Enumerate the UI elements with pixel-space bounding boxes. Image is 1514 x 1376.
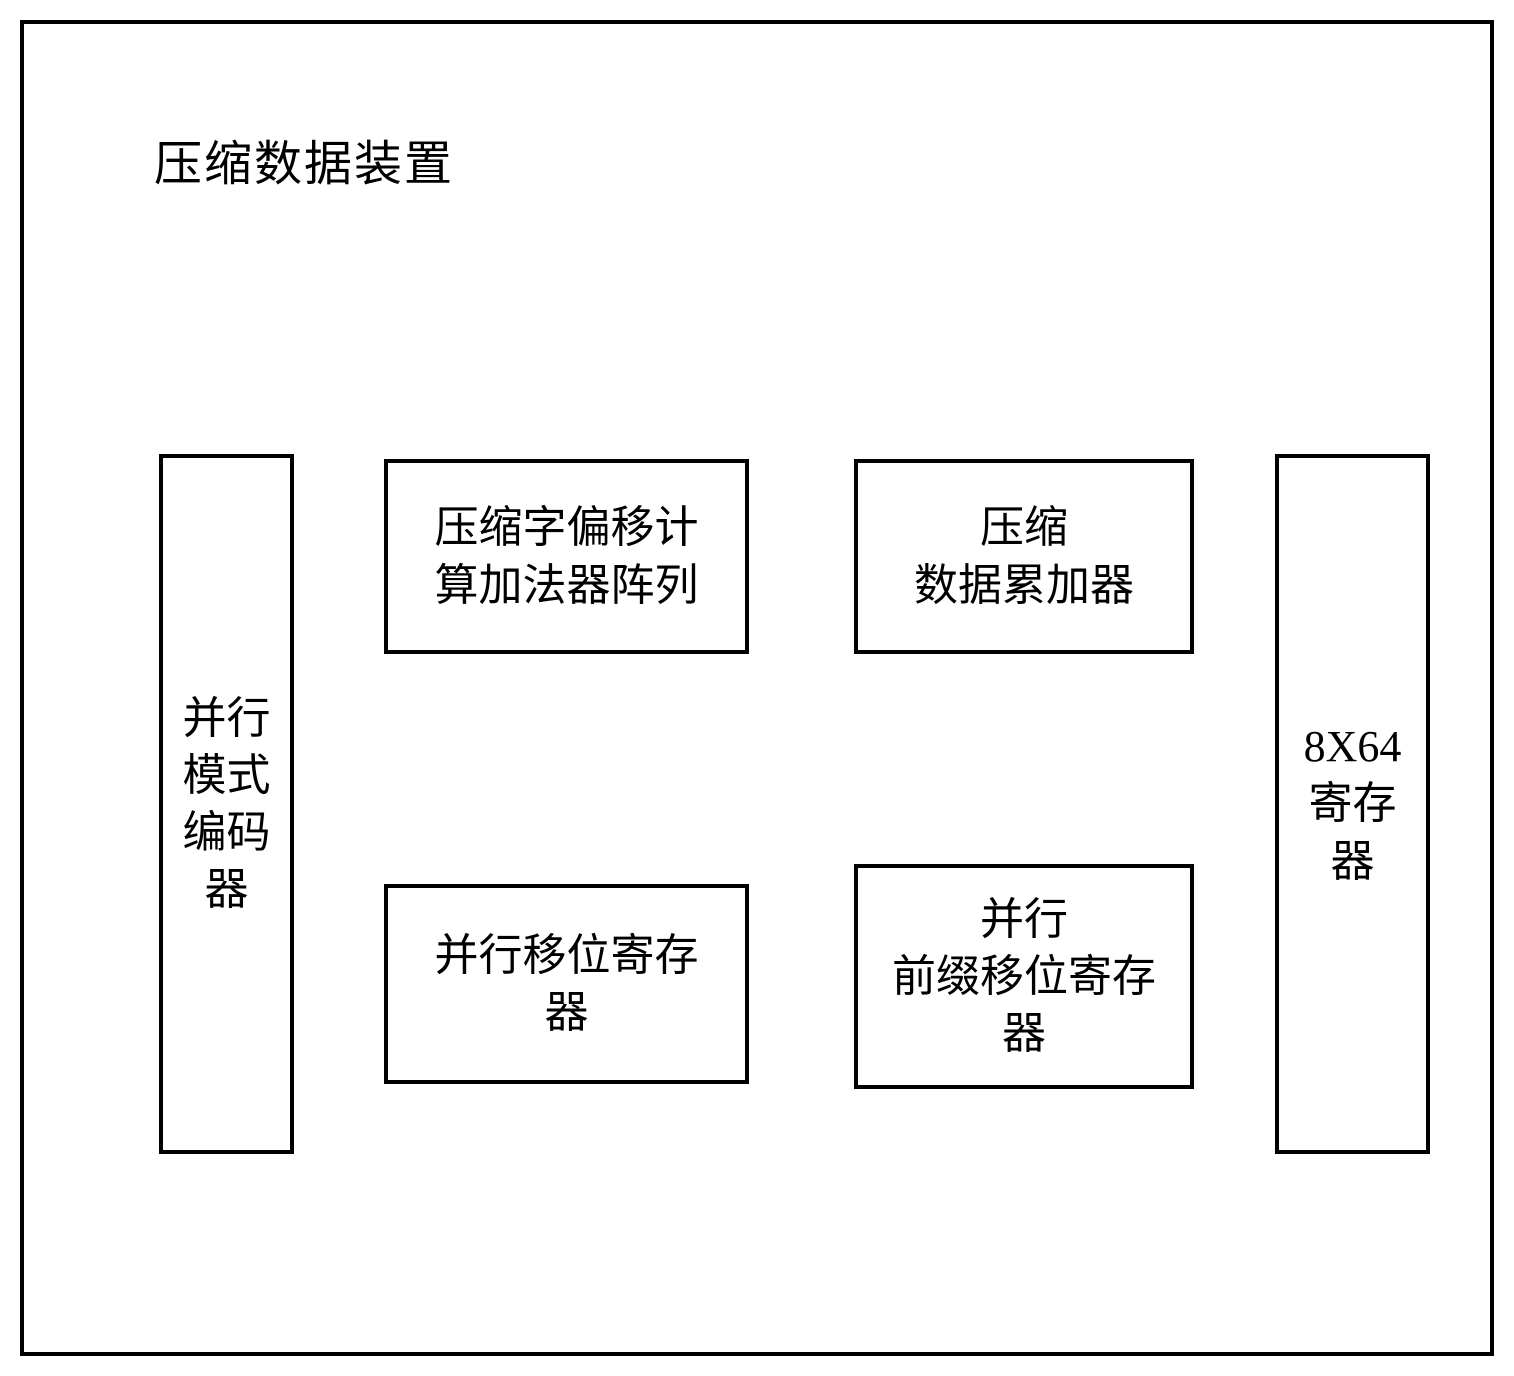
block-label: 并行 前缀移位寄存 器 — [892, 891, 1156, 1063]
label-line: 器 — [1331, 833, 1375, 890]
block-label: 并行移位寄存 器 — [435, 927, 699, 1041]
label-line: 8X64 — [1304, 718, 1402, 775]
block-label: 8X64 寄存 器 — [1304, 718, 1402, 890]
label-line: 寄存 — [1309, 775, 1397, 832]
char: 模式 — [183, 747, 271, 804]
block-label: 压缩字偏移计 算加法器阵列 — [435, 499, 699, 613]
block-8x64-register: 8X64 寄存 器 — [1275, 454, 1430, 1154]
block-compress-offset-adder-array: 压缩字偏移计 算加法器阵列 — [384, 459, 749, 654]
char: 编码 — [183, 804, 271, 861]
char: 器 — [205, 861, 249, 918]
label-line: 并行 — [892, 891, 1156, 948]
label-line: 器 — [435, 984, 699, 1041]
block-label: 压缩 数据累加器 — [914, 499, 1134, 613]
diagram-container: 压缩数据装置 并行 模式 编码 器 压缩字偏移计 算加法器阵列 压缩 数据累加器… — [20, 20, 1494, 1356]
diagram-title: 压缩数据装置 — [154, 124, 454, 194]
label-line: 压缩字偏移计 — [435, 499, 699, 556]
char: 并行 — [183, 690, 271, 747]
label-line: 前缀移位寄存 — [892, 948, 1156, 1005]
block-parallel-prefix-shift-register: 并行 前缀移位寄存 器 — [854, 864, 1194, 1089]
label-line: 器 — [892, 1005, 1156, 1062]
block-parallel-shift-register: 并行移位寄存 器 — [384, 884, 749, 1084]
label-line: 并行移位寄存 — [435, 927, 699, 984]
label-line: 数据累加器 — [914, 557, 1134, 614]
block-compress-data-accumulator: 压缩 数据累加器 — [854, 459, 1194, 654]
block-parallel-mode-encoder: 并行 模式 编码 器 — [159, 454, 294, 1154]
label-line: 算加法器阵列 — [435, 557, 699, 614]
block-label: 并行 模式 编码 器 — [183, 690, 271, 919]
label-line: 压缩 — [914, 499, 1134, 556]
